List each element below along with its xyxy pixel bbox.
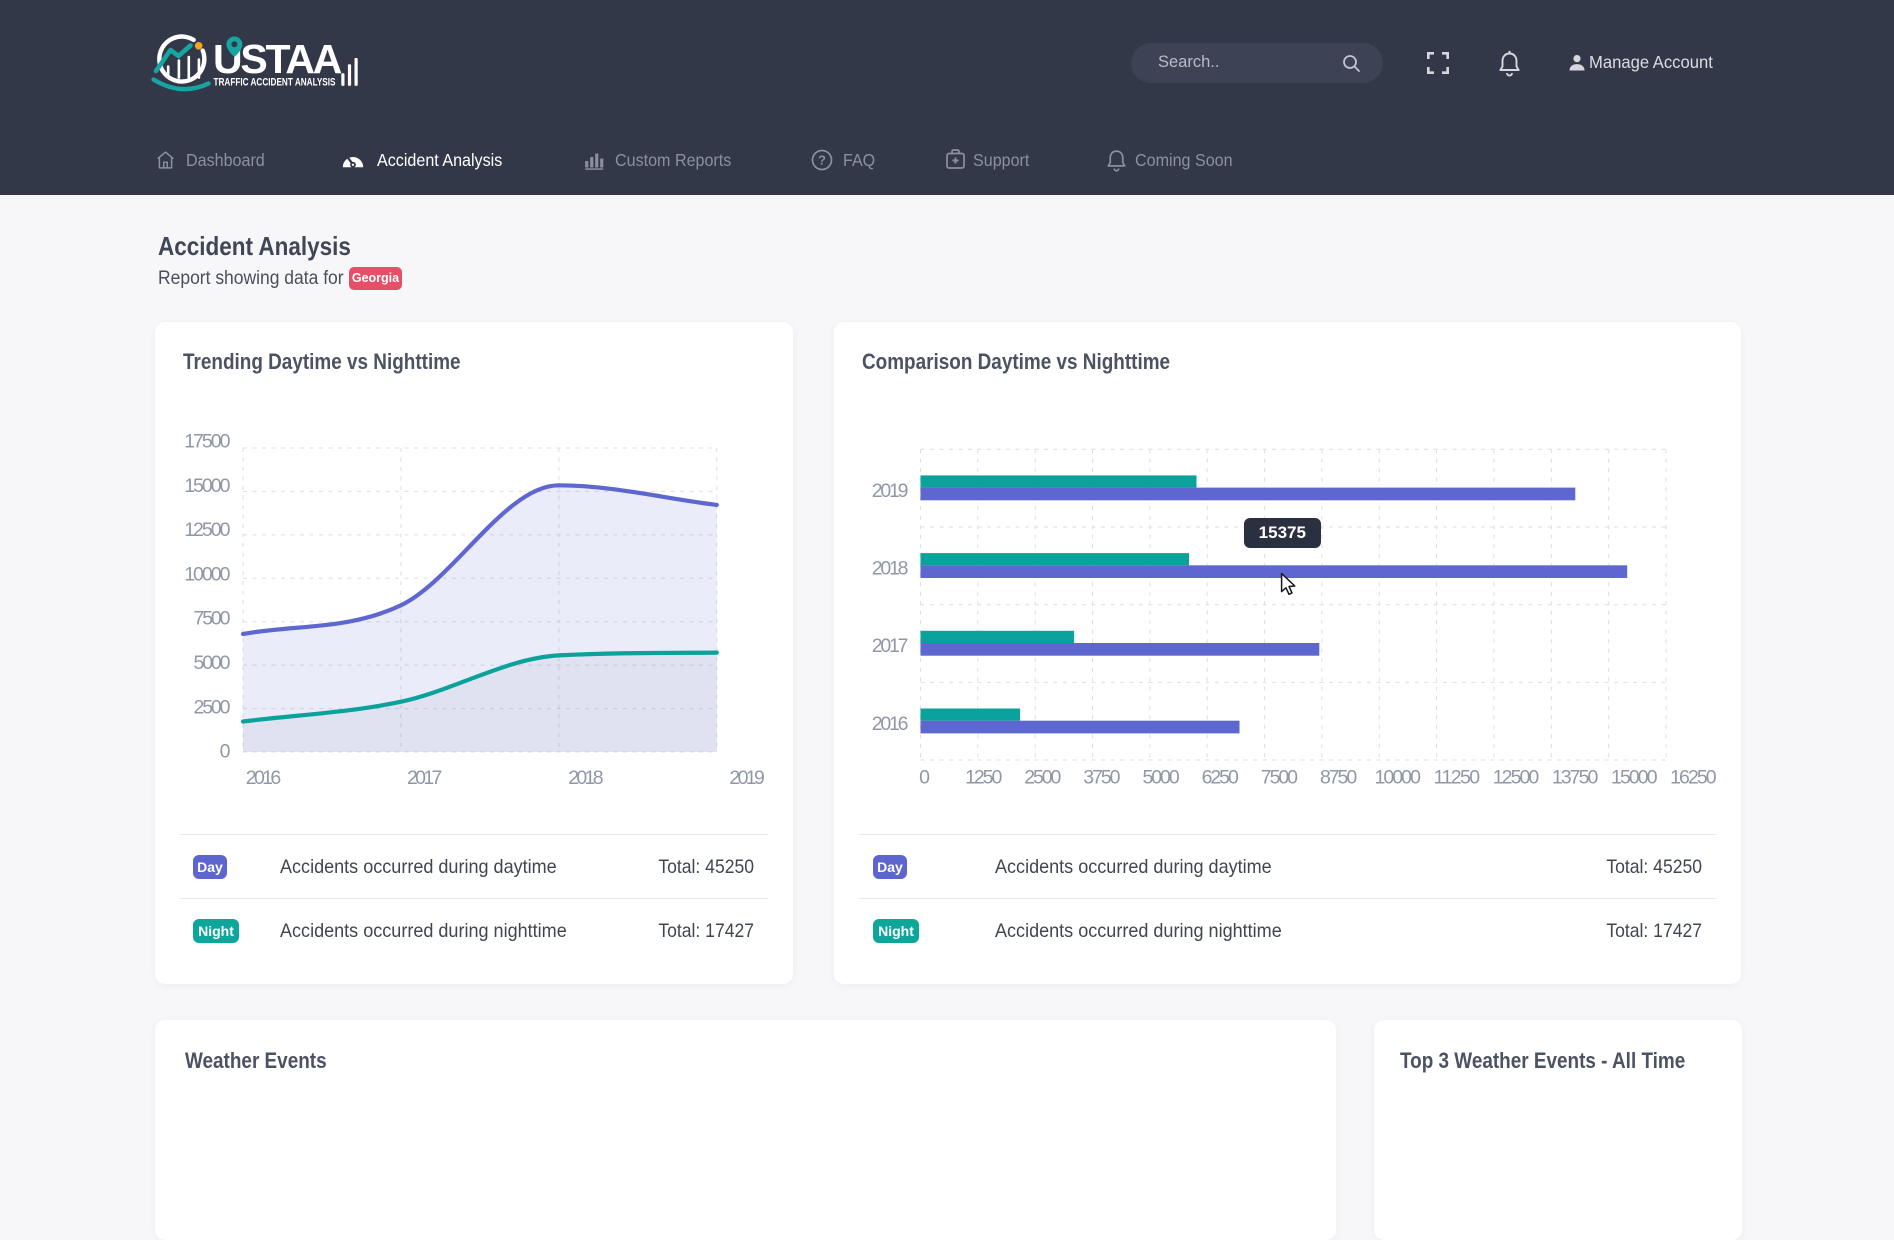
svg-text:10000: 10000: [1374, 767, 1421, 789]
svg-text:1250: 1250: [965, 767, 1002, 789]
svg-text:2500: 2500: [194, 696, 231, 718]
svg-text:6250: 6250: [1202, 767, 1239, 789]
svg-text:16250: 16250: [1670, 767, 1717, 789]
svg-text:15000: 15000: [184, 475, 230, 497]
svg-text:2016: 2016: [246, 767, 281, 789]
svg-text:?: ?: [818, 153, 826, 168]
svg-text:15000: 15000: [1611, 767, 1658, 789]
svg-text:2017: 2017: [407, 767, 442, 789]
svg-text:2019: 2019: [872, 480, 909, 502]
svg-text:3750: 3750: [1083, 767, 1120, 789]
svg-text:13750: 13750: [1552, 767, 1599, 789]
svg-text:2019: 2019: [729, 767, 764, 789]
svg-text:12500: 12500: [184, 519, 230, 541]
svg-text:11250: 11250: [1434, 767, 1481, 789]
svg-text:0: 0: [919, 767, 930, 789]
svg-text:2018: 2018: [872, 558, 909, 580]
svg-text:7500: 7500: [1261, 767, 1298, 789]
svg-text:8750: 8750: [1320, 767, 1357, 789]
svg-text:2016: 2016: [872, 713, 909, 735]
svg-text:2018: 2018: [568, 767, 603, 789]
svg-text:5000: 5000: [194, 652, 231, 674]
svg-text:17500: 17500: [184, 431, 230, 453]
svg-text:2017: 2017: [872, 635, 909, 657]
svg-text:12500: 12500: [1493, 767, 1540, 789]
svg-text:0: 0: [220, 741, 231, 763]
svg-text:7500: 7500: [194, 608, 231, 630]
svg-text:5000: 5000: [1143, 767, 1180, 789]
svg-text:TRAFFIC ACCIDENT ANALYSIS: TRAFFIC ACCIDENT ANALYSIS: [214, 77, 336, 89]
svg-text:10000: 10000: [184, 563, 230, 585]
svg-text:2500: 2500: [1024, 767, 1061, 789]
